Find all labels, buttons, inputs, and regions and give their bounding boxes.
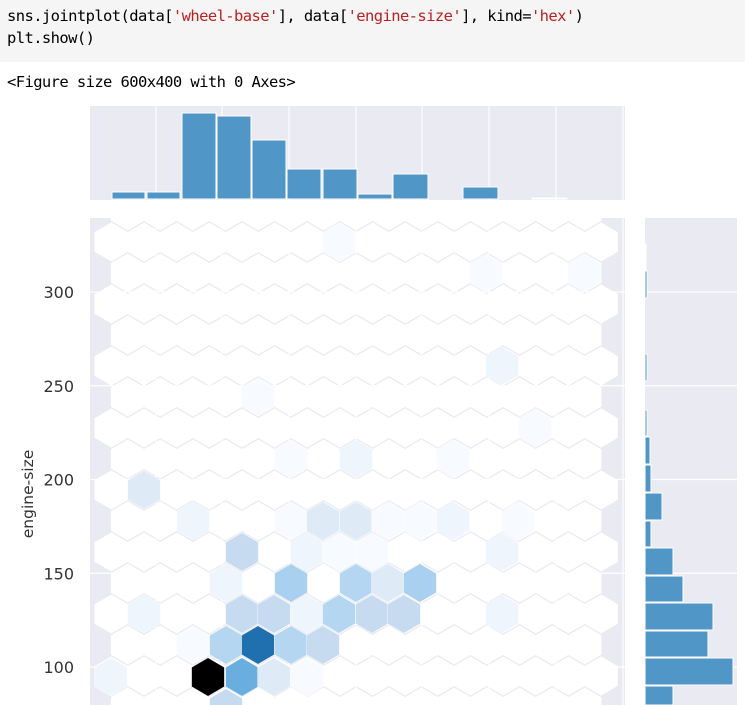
- hexbin-cell: [241, 377, 275, 417]
- code-line-1: sns.jointplot(data['wheel-base'], data['…: [7, 7, 584, 25]
- histogram-bar: [644, 353, 648, 382]
- hexbin-cell: [339, 439, 373, 479]
- histogram-bar: [644, 630, 709, 658]
- code-line-2: plt.show(): [7, 29, 95, 47]
- histogram-bar: [146, 191, 181, 200]
- y-tick-label: 100: [43, 658, 74, 677]
- hexbin-cell: [306, 625, 340, 665]
- histogram-bar: [644, 464, 652, 493]
- histogram-bar: [286, 168, 322, 200]
- y-tick-label: 250: [43, 377, 74, 396]
- histogram-bar: [531, 197, 568, 200]
- hexbin-cell: [485, 594, 519, 634]
- y-axis-ticks: 100 150 200 250 300: [43, 283, 74, 677]
- y-tick-label: 150: [43, 564, 74, 583]
- code-string: 'hex': [530, 7, 575, 25]
- histogram-bar: [644, 520, 652, 548]
- hexbin-cell: [403, 563, 437, 603]
- marginal-y-histogram: [644, 218, 737, 705]
- hexbin-joint-axes: [90, 218, 625, 705]
- histogram-bar: [644, 492, 663, 521]
- y-tick-label: 200: [43, 471, 74, 490]
- marginal-x-histogram: [90, 106, 625, 200]
- hexbin-cell: [322, 222, 356, 262]
- histogram-bar: [322, 168, 358, 200]
- code-cell[interactable]: sns.jointplot(data['wheel-base'], data['…: [0, 0, 745, 62]
- hexbin-cell: [176, 625, 210, 665]
- hexbin-cell: [485, 532, 519, 572]
- histogram-bar: [644, 547, 674, 576]
- hexbin-cell: [436, 501, 470, 541]
- histogram-bar: [644, 685, 674, 705]
- hexbin-cell: [469, 253, 503, 293]
- code-string: 'wheel-base': [172, 7, 278, 25]
- histogram-bar: [644, 270, 648, 299]
- hexbin-cell: [191, 657, 225, 697]
- histogram-bar: [357, 193, 393, 200]
- histogram-bar: [392, 173, 429, 200]
- histogram-bar: [111, 191, 146, 200]
- histogram-bar: [181, 112, 217, 200]
- hexbin-cell: [127, 470, 161, 510]
- hexbin-cell: [127, 594, 161, 634]
- histogram-bar: [462, 186, 499, 200]
- y-tick-label: 300: [43, 283, 74, 302]
- code-token: ): [574, 7, 584, 25]
- hexbin-cell: [176, 501, 210, 541]
- histogram-bar: [251, 139, 287, 200]
- histogram-bar: [644, 436, 651, 465]
- hexbin-cell: [225, 532, 259, 572]
- hexbin-cell: [567, 253, 601, 293]
- hexbin-cell: [485, 346, 519, 386]
- code-string: 'engine-size': [347, 7, 462, 25]
- histogram-bar: [644, 409, 648, 437]
- figure-output-text: <Figure size 600x400 with 0 Axes>: [7, 73, 296, 91]
- histogram-bar: [644, 657, 734, 686]
- hexbin-cell: [355, 532, 389, 572]
- code-token: sns.jointplot(data[: [7, 7, 174, 25]
- hexbin-cell: [209, 688, 243, 705]
- histogram-bar: [216, 115, 252, 200]
- hexbin-cell: [436, 439, 470, 479]
- hexbin-cell: [501, 501, 535, 541]
- hexbin-cell: [290, 657, 324, 697]
- code-token: ], kind=: [461, 7, 531, 25]
- hexbin-cell: [274, 439, 308, 479]
- hexbin-cell: [387, 594, 421, 634]
- hexbin-cell: [518, 408, 552, 448]
- hexbin-cell: [209, 563, 243, 603]
- hexbin-cell: [274, 563, 308, 603]
- code-token: ], data[: [277, 7, 348, 25]
- histogram-bar: [644, 602, 714, 631]
- histogram-bar: [644, 575, 684, 603]
- histogram-bar: [644, 243, 647, 271]
- hexbin-cell: [94, 657, 128, 697]
- y-axis-label: engine-size: [19, 450, 37, 539]
